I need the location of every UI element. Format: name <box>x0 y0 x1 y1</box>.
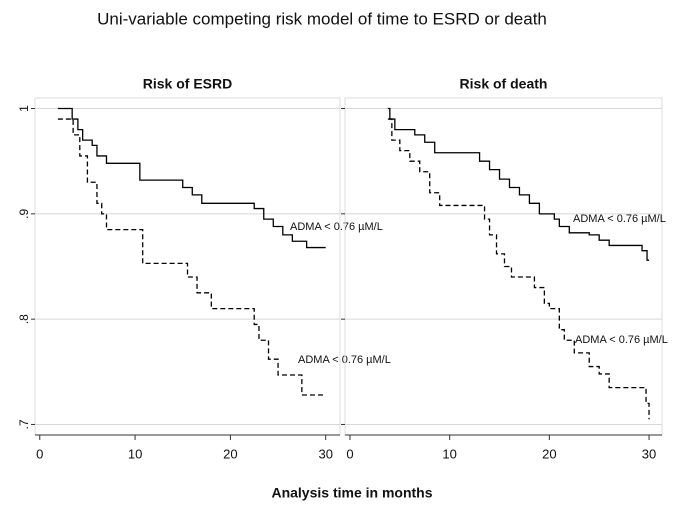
x-tick-label: 10 <box>128 446 142 461</box>
x-tick-label: 0 <box>36 446 43 461</box>
x-tick-label: 10 <box>442 446 456 461</box>
y-tick-label: 1 <box>17 105 31 112</box>
y-tick-label: .9 <box>17 209 31 219</box>
annotation: ADMA < 0.76 µM/L <box>575 334 668 346</box>
x-tick-label: 30 <box>642 446 656 461</box>
panel-title: Risk of death <box>460 76 548 92</box>
annotation: ADMA < 0.76 µM/L <box>298 354 391 366</box>
series-line <box>387 107 650 261</box>
plot-area <box>344 97 663 436</box>
x-axis-label: Analysis time in months <box>271 485 432 501</box>
plot-area <box>34 97 341 436</box>
annotation: ADMA < 0.76 µM/L <box>573 213 666 225</box>
x-tick-label: 20 <box>542 446 556 461</box>
x-tick-label: 20 <box>223 446 237 461</box>
y-tick-label: .7 <box>17 419 31 429</box>
y-tick-label: .8 <box>17 314 31 324</box>
x-tick-label: 30 <box>318 446 332 461</box>
panel-title: Risk of ESRD <box>143 76 232 92</box>
series-line <box>57 107 326 249</box>
series-line <box>387 118 650 420</box>
chart-title: Uni-variable competing risk model of tim… <box>97 9 547 28</box>
series-line <box>57 118 326 396</box>
annotation: ADMA < 0.76 µM/L <box>290 221 383 233</box>
x-tick-label: 0 <box>346 446 353 461</box>
